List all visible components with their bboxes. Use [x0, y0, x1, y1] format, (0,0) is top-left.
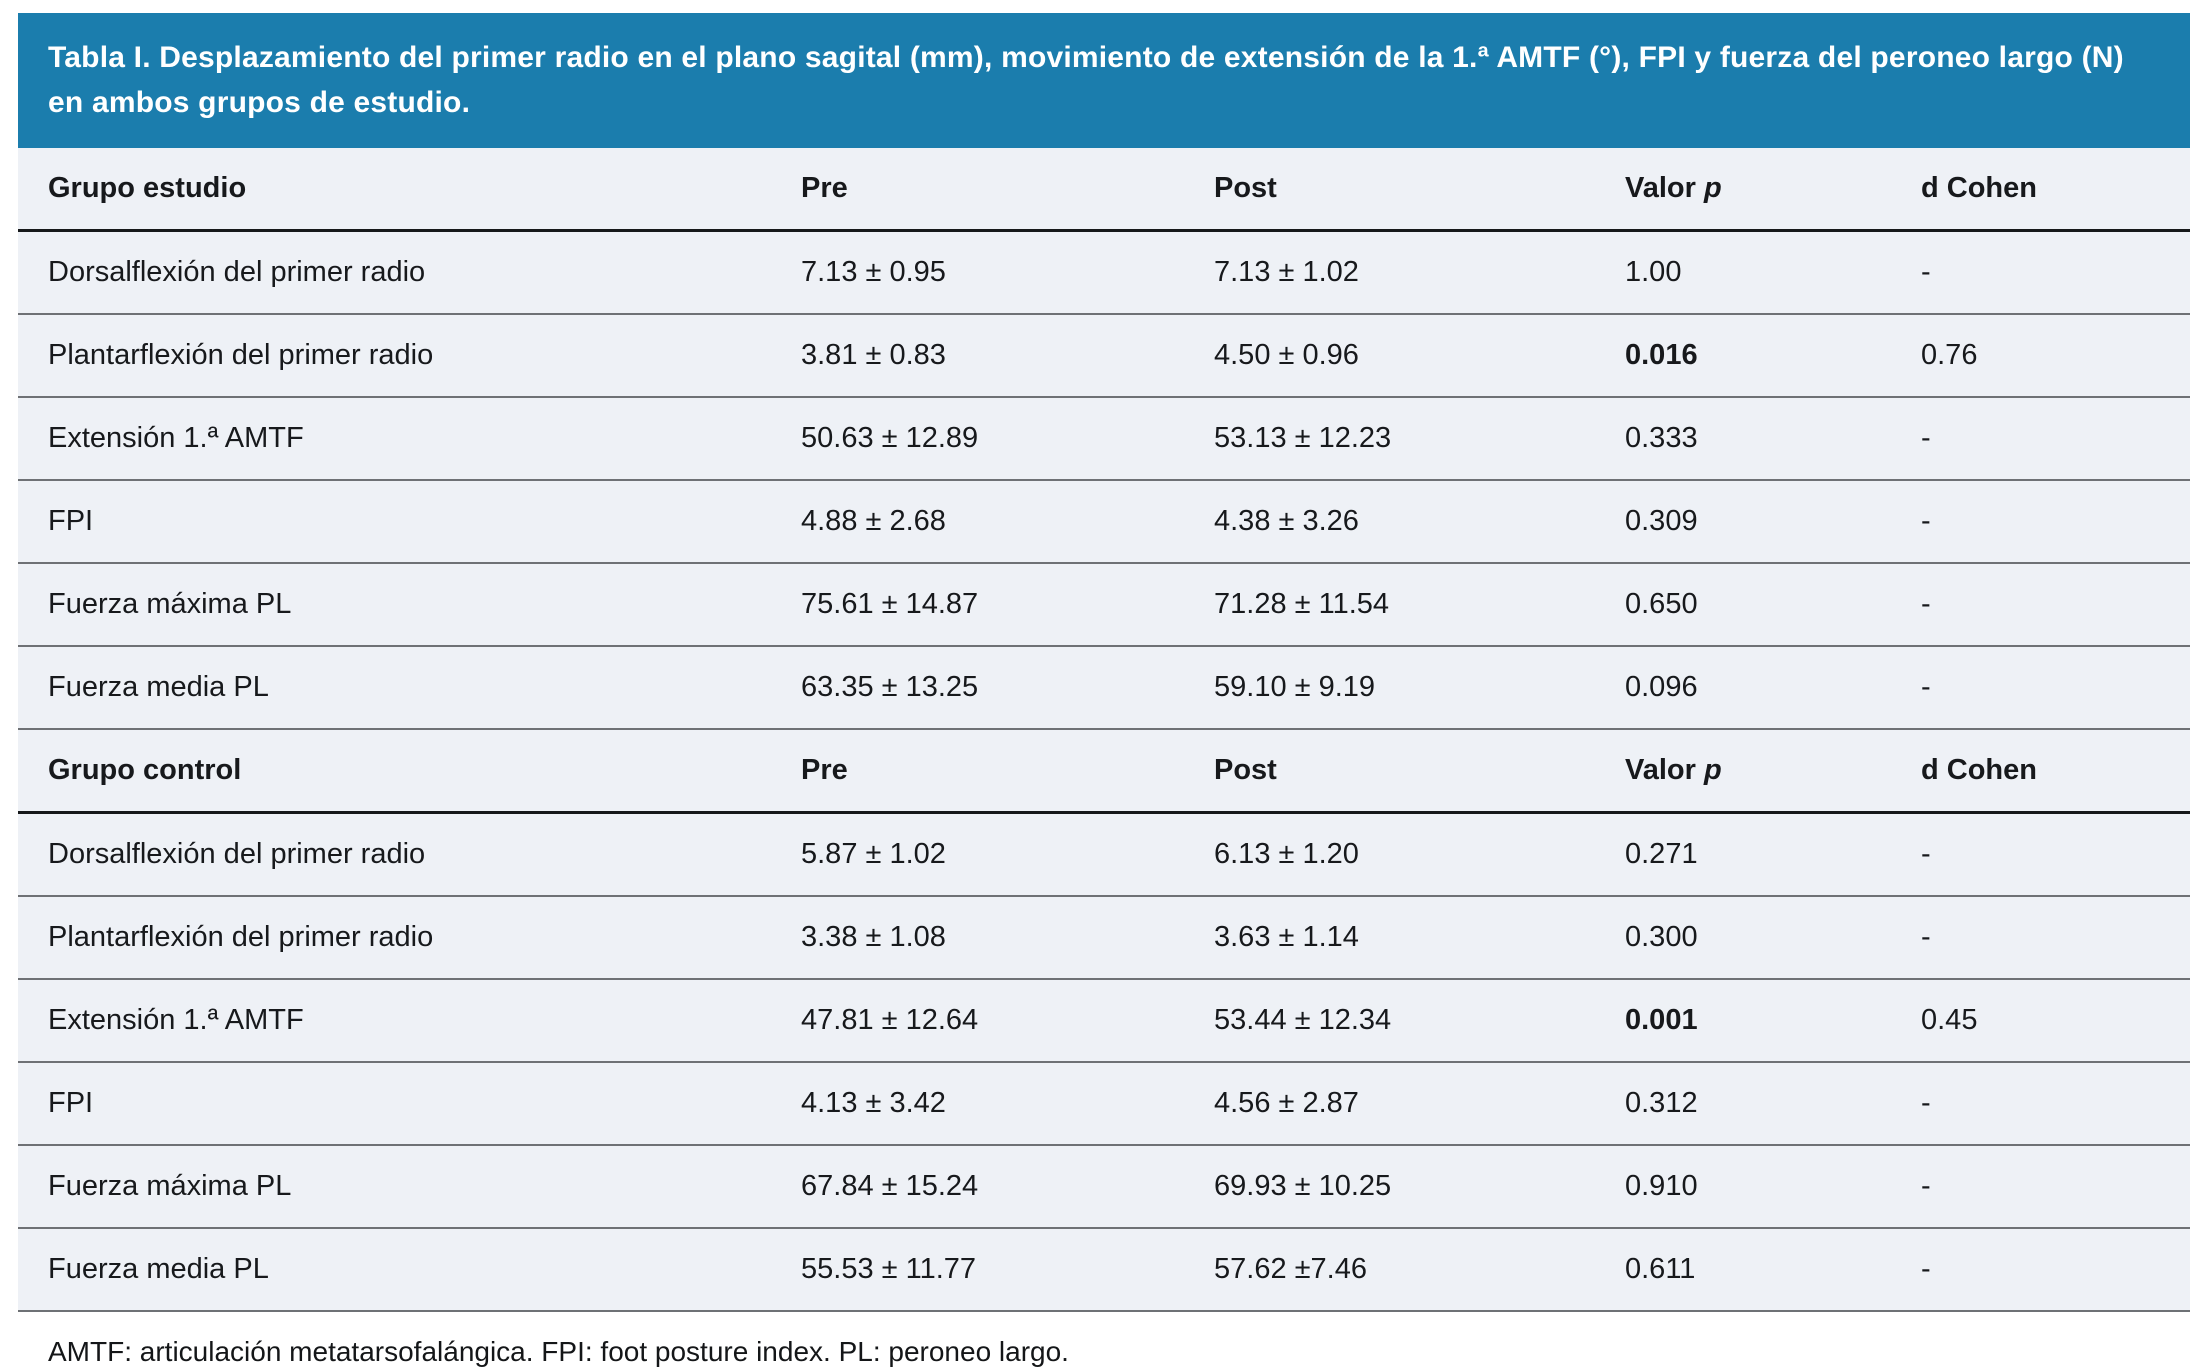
p-value: 0.650 [1625, 588, 1698, 620]
table-row: Dorsalflexión del primer radio 5.87 ± 1.… [18, 814, 2190, 897]
table-row: Fuerza máxima PL 75.61 ± 14.87 71.28 ± 1… [18, 564, 2190, 647]
column-header-valor-p: Valor p [1595, 754, 1891, 787]
post-value: 4.56 ± 2.87 [1214, 1087, 1359, 1119]
d-cohen-value: - [1921, 588, 1931, 620]
row-label: Fuerza máxima PL [48, 1170, 292, 1202]
table-row: Extensión 1.ª AMTF 47.81 ± 12.64 53.44 ±… [18, 980, 2190, 1063]
p-value: 0.309 [1625, 505, 1698, 537]
column-header-pre: Pre [801, 754, 848, 786]
pre-value: 63.35 ± 13.25 [801, 671, 979, 703]
p-value: 1.00 [1625, 256, 1682, 288]
valor-label: Valor [1625, 754, 1696, 786]
d-cohen-value: - [1921, 505, 1931, 537]
post-value: 6.13 ± 1.20 [1214, 838, 1359, 870]
d-cohen-value: - [1921, 422, 1931, 454]
pre-value: 67.84 ± 15.24 [801, 1170, 979, 1202]
table-header-row-grupo-control: Grupo control Pre Post Valor p d Cohen [18, 730, 2190, 814]
p-italic-label: p [1704, 172, 1722, 204]
row-label: Extensión 1.ª AMTF [48, 422, 304, 454]
pre-value: 4.88 ± 2.68 [801, 505, 946, 537]
p-italic-label: p [1704, 754, 1722, 786]
p-value: 0.300 [1625, 921, 1698, 953]
d-cohen-value: - [1921, 256, 1931, 288]
pre-value: 50.63 ± 12.89 [801, 422, 979, 454]
d-cohen-value: - [1921, 671, 1931, 703]
row-label: Plantarflexión del primer radio [48, 339, 434, 371]
d-cohen-value: - [1921, 1087, 1931, 1119]
d-cohen-value: - [1921, 921, 1931, 953]
pre-value: 55.53 ± 11.77 [801, 1253, 977, 1285]
p-value: 0.910 [1625, 1170, 1698, 1202]
pre-value: 47.81 ± 12.64 [801, 1004, 979, 1036]
column-header-post: Post [1214, 172, 1277, 204]
table-row: Extensión 1.ª AMTF 50.63 ± 12.89 53.13 ±… [18, 398, 2190, 481]
post-value: 7.13 ± 1.02 [1214, 256, 1359, 288]
pre-value: 3.81 ± 0.83 [801, 339, 946, 371]
pre-value: 5.87 ± 1.02 [801, 838, 946, 870]
row-label: Dorsalflexión del primer radio [48, 256, 426, 288]
post-value: 53.44 ± 12.34 [1214, 1004, 1392, 1036]
table-row: Plantarflexión del primer radio 3.38 ± 1… [18, 897, 2190, 980]
table-row: Fuerza media PL 63.35 ± 13.25 59.10 ± 9.… [18, 647, 2190, 730]
row-label: Fuerza máxima PL [48, 588, 292, 620]
post-value: 4.38 ± 3.26 [1214, 505, 1359, 537]
post-value: 3.63 ± 1.14 [1214, 921, 1359, 953]
p-value: 0.611 [1625, 1253, 1696, 1285]
p-value: 0.312 [1625, 1087, 1698, 1119]
table-row: Fuerza máxima PL 67.84 ± 15.24 69.93 ± 1… [18, 1146, 2190, 1229]
d-cohen-value: - [1921, 838, 1931, 870]
row-label: FPI [48, 505, 94, 537]
column-header-pre: Pre [801, 172, 848, 204]
table-row: FPI 4.88 ± 2.68 4.38 ± 3.26 0.309 - [18, 481, 2190, 564]
post-value: 57.62 ±7.46 [1214, 1253, 1367, 1285]
pre-value: 4.13 ± 3.42 [801, 1087, 946, 1119]
table-title: Tabla I. Desplazamiento del primer radio… [48, 41, 2124, 119]
table-row: FPI 4.13 ± 3.42 4.56 ± 2.87 0.312 - [18, 1063, 2190, 1146]
d-cohen-value: 0.45 [1921, 1004, 1978, 1036]
group-header-label: Grupo control [48, 754, 242, 786]
p-value: 0.333 [1625, 422, 1698, 454]
group-header-label: Grupo estudio [48, 172, 247, 204]
pre-value: 75.61 ± 14.87 [801, 588, 979, 620]
p-value: 0.271 [1625, 838, 1698, 870]
post-value: 69.93 ± 10.25 [1214, 1170, 1392, 1202]
table-header-row-grupo-estudio: Grupo estudio Pre Post Valor p d Cohen [18, 148, 2190, 232]
table-row: Dorsalflexión del primer radio 7.13 ± 0.… [18, 232, 2190, 315]
table-row: Fuerza media PL 55.53 ± 11.77 57.62 ±7.4… [18, 1229, 2190, 1312]
row-label: Extensión 1.ª AMTF [48, 1004, 304, 1036]
p-value: 0.001 [1625, 1004, 1698, 1036]
column-header-d-cohen: d Cohen [1921, 754, 2037, 786]
row-label: FPI [48, 1087, 94, 1119]
pre-value: 3.38 ± 1.08 [801, 921, 946, 953]
post-value: 4.50 ± 0.96 [1214, 339, 1359, 371]
post-value: 53.13 ± 12.23 [1214, 422, 1392, 454]
column-header-post: Post [1214, 754, 1277, 786]
table-title-banner: Tabla I. Desplazamiento del primer radio… [18, 13, 2190, 148]
p-value: 0.016 [1625, 339, 1698, 371]
d-cohen-value: - [1921, 1170, 1931, 1202]
table-footnote: AMTF: articulación metatarsofalángica. F… [18, 1336, 2190, 1368]
d-cohen-value: - [1921, 1253, 1931, 1285]
valor-label: Valor [1625, 172, 1696, 204]
column-header-d-cohen: d Cohen [1921, 172, 2037, 204]
row-label: Dorsalflexión del primer radio [48, 838, 426, 870]
post-value: 59.10 ± 9.19 [1214, 671, 1376, 703]
column-header-valor-p: Valor p [1595, 172, 1891, 205]
p-value: 0.096 [1625, 671, 1698, 703]
row-label: Plantarflexión del primer radio [48, 921, 434, 953]
row-label: Fuerza media PL [48, 671, 269, 703]
table-row: Plantarflexión del primer radio 3.81 ± 0… [18, 315, 2190, 398]
row-label: Fuerza media PL [48, 1253, 269, 1285]
post-value: 71.28 ± 11.54 [1214, 588, 1390, 620]
pre-value: 7.13 ± 0.95 [801, 256, 946, 288]
d-cohen-value: 0.76 [1921, 339, 1978, 371]
data-table: Grupo estudio Pre Post Valor p d Cohen D… [18, 148, 2190, 1312]
